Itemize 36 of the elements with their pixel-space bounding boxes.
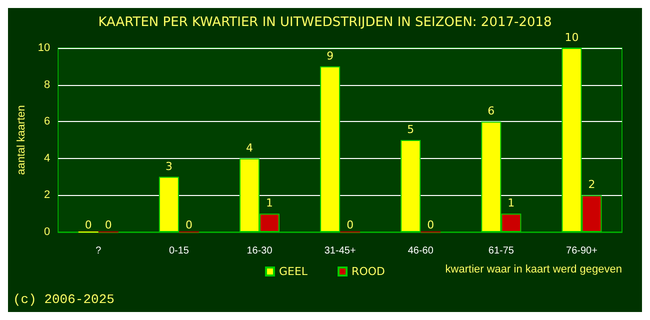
data-label: 0 [427,218,434,232]
data-label: 5 [407,123,414,136]
x-tick-label: 46-60 [408,246,434,256]
y-tick-label: 10 [38,42,50,54]
legend-label: ROOD [352,265,385,278]
data-label: 0 [185,218,192,232]
x-tick-label: 31-45+ [324,246,356,256]
x-tick-label: 0-15 [168,246,190,256]
chart-title: KAARTEN PER KWARTIER IN UITWEDSTRIJDEN IN SEIZOEN: 2017-2018 [98,15,552,30]
data-label: 3 [165,160,172,173]
data-label: 2 [588,178,596,192]
data-label: 0 [346,218,354,232]
data-label: 0 [104,218,112,232]
bar [158,176,179,232]
x-tick-label: 16-30 [246,246,273,256]
x-axis-title: kwartier waar in kaart werd gegeven [445,264,622,276]
data-label: 1 [508,196,515,210]
data-label: 1 [266,196,274,210]
data-label: 10 [564,31,579,44]
y-tick-label: 8 [44,78,50,91]
data-label: 4 [246,141,254,154]
y-tick-label: 4 [44,152,50,164]
x-tick-label: 61-75 [488,246,514,256]
x-tick-label: ? [96,246,102,256]
bar [320,66,340,232]
x-tick-label: 76-90+ [566,246,598,256]
legend-label: GEEL [279,265,308,278]
bar [400,140,421,232]
text: (c) 2006-2025 [13,292,114,307]
y-tick-label: 6 [44,116,50,128]
data-label: 0 [84,218,92,232]
data-label: 6 [488,104,495,118]
y-axis-title: aantal kaarten [16,105,28,175]
data-label: 9 [326,49,334,62]
y-tick-label: 2 [44,189,50,202]
y-tick-label: 0 [44,226,50,238]
